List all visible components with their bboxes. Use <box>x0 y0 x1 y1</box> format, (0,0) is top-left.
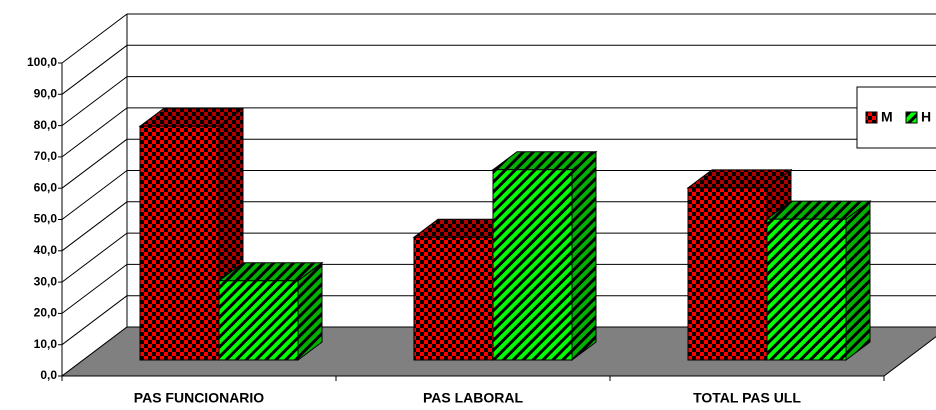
bar-side <box>845 200 871 361</box>
y-tick-label: 10,0 <box>34 337 58 351</box>
legend-swatch <box>865 111 878 124</box>
grid-line <box>61 13 128 64</box>
legend-label: H <box>921 109 931 125</box>
grid-line <box>61 107 128 158</box>
grid-line <box>61 295 128 346</box>
legend-swatch <box>905 111 918 124</box>
y-tick-label: 50,0 <box>34 212 58 226</box>
y-tick-label: 100,0 <box>27 55 57 69</box>
x-tick-label: TOTAL PAS ULL <box>693 390 801 406</box>
y-tick-label: 20,0 <box>34 306 58 320</box>
bar-front <box>218 280 299 361</box>
y-tick-label: 0,0 <box>40 368 57 382</box>
grid-line <box>61 264 128 314</box>
y-tick-label: 60,0 <box>34 180 58 194</box>
y-tick-label: 70,0 <box>34 149 58 163</box>
legend-label: M <box>881 109 893 125</box>
grid-line <box>61 76 128 126</box>
grid-line <box>61 232 128 283</box>
y-tick-label: 40,0 <box>34 243 58 257</box>
bar <box>765 200 872 361</box>
y-tick-label: 90,0 <box>34 86 58 100</box>
y-tick-label: 30,0 <box>34 274 58 288</box>
y-tick-label: 80,0 <box>34 118 58 132</box>
bar <box>491 150 598 361</box>
grid-line <box>61 44 128 95</box>
bar-front <box>766 218 847 361</box>
bar <box>138 107 245 361</box>
bar <box>217 261 324 361</box>
bar-side <box>571 150 597 361</box>
bar-front <box>687 187 768 361</box>
x-tick-label: PAS FUNCIONARIO <box>134 390 265 406</box>
x-tick-label: PAS LABORAL <box>423 390 524 406</box>
grid-line <box>61 201 128 252</box>
bar-front <box>139 125 220 361</box>
bar-front <box>492 169 573 361</box>
grid-line <box>61 170 128 220</box>
grid-line <box>61 138 128 189</box>
bar-front <box>413 236 494 361</box>
